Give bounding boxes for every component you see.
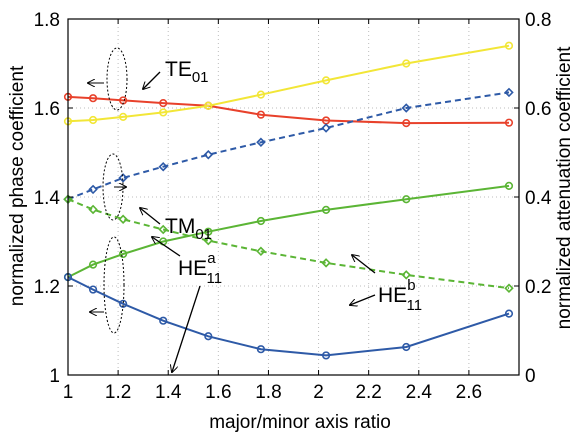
data-point-4 [256,137,266,147]
ticks: 1 1.2 1.4 1.6 1.8 2 2.2 2.4 2.6 1 1.2 1.4 1.6 1.8 0 0.2… [34,10,552,403]
he11b-pointer-upper [352,255,376,274]
x-tick-label: 2.6 [456,382,482,403]
he11b-pointer-lower [350,294,376,305]
data-point-0 [256,110,266,119]
left-y-tick-label: 1.2 [34,277,60,298]
he11a-pointer-upper [152,237,181,257]
x-tick-label: 1.4 [155,382,182,403]
left-y-tick-label: 1.6 [34,99,60,120]
left-y-tick-label: 1.4 [34,188,61,209]
tm01-pointer [140,208,161,225]
x-tick-label: 1.6 [205,382,231,403]
data-point-4 [203,149,214,160]
data-point-1 [402,59,411,68]
data-point-2 [402,195,411,204]
annotations: TE01 TM01 HEa 11 HEb 11 [88,47,422,372]
data-point-2 [204,227,213,236]
data-point-0 [504,118,514,127]
data-point-0 [402,119,411,128]
x-axis-label: major/minor axis ratio [209,412,391,433]
x-tick-label: 2 [313,382,324,403]
series-line-5 [67,198,510,290]
data-point-4 [118,173,128,183]
data-point-2 [119,249,128,259]
data-point-3 [402,342,411,352]
data-point-3 [504,309,514,318]
data-point-2 [256,216,266,226]
x-tick-label: 1.8 [255,382,281,403]
right-y-tick-label: 0 [525,366,536,387]
data-point-3 [321,351,331,360]
group-ellipse-lower [103,236,125,334]
x-tick-label: 1.2 [105,382,131,403]
x-tick-label: 1 [63,382,74,403]
he11a-label: HEa 11 [178,250,222,287]
right-axis-label: normalized attenuation coefficient [554,46,575,329]
series-line-3 [67,276,510,357]
right-y-tick-label: 0.4 [525,188,552,209]
right-y-tick-label: 0.6 [525,99,551,120]
data-point-0 [88,94,98,103]
data-point-2 [321,205,331,215]
data-point-4 [88,184,98,195]
data-point-3 [256,345,266,354]
data-point-3 [204,332,213,341]
left-y-tick-label: 1 [49,366,60,387]
he11b-label: HEb 11 [378,277,422,314]
data-point-5 [256,246,266,257]
data-point-1 [321,76,331,85]
series-group [63,41,514,360]
data-point-5 [203,235,214,246]
data-point-5 [118,214,128,224]
series-line-0 [67,95,510,125]
he11a-pointer-lower [172,285,201,372]
data-point-4 [158,162,168,172]
data-point-1 [204,101,213,110]
data-point-5 [158,224,168,235]
plot-frame [67,18,520,376]
tm01-label: TM01 [165,215,212,243]
data-point-1 [119,112,128,121]
data-point-3 [159,316,168,325]
x-tick-label: 2.2 [355,382,381,403]
data-point-1 [256,90,266,99]
te01-label: TE01 [165,58,209,86]
data-point-2 [504,181,514,190]
data-point-5 [401,270,411,280]
right-y-tick-label: 0.2 [525,277,551,298]
right-y-tick-label: 0.8 [525,10,551,31]
data-point-5 [504,283,514,293]
data-point-5 [321,258,331,268]
data-point-3 [88,285,98,294]
data-point-1 [88,115,98,125]
plot-border [67,18,520,376]
data-point-2 [88,260,98,269]
grid [67,18,519,376]
series-line-1 [67,44,510,123]
left-axis-label: normalized phase coefficient [7,65,28,306]
data-point-0 [159,99,168,108]
data-point-4 [401,103,411,113]
x-tick-label: 2.4 [406,382,433,403]
data-point-1 [159,108,168,117]
series-line-2 [67,184,510,278]
series-line-4 [67,91,510,201]
left-y-tick-label: 1.8 [34,10,60,31]
data-point-4 [504,87,514,98]
data-point-1 [504,41,514,50]
data-point-4 [321,123,331,133]
group-ellipse-upper [106,47,128,111]
data-point-5 [88,204,98,215]
te01-pointer [143,71,161,89]
